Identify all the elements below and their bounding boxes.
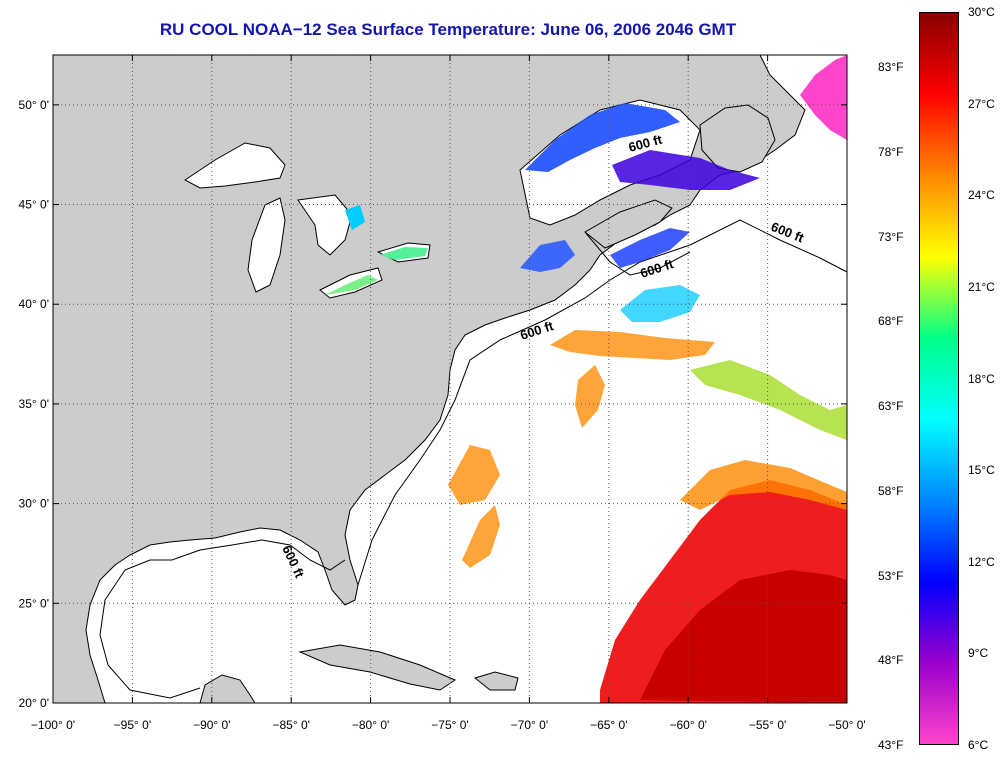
lake-michigan — [247, 197, 286, 293]
colorbar-celsius-label: 6°C — [968, 738, 989, 752]
sst-patch-gulf-maine — [520, 240, 575, 272]
latitude-label: 40° 0' — [19, 297, 49, 311]
longitude-label: −85° 0' — [272, 718, 309, 732]
sst-patch-lake-erie — [325, 275, 378, 295]
contour-600ft-gulf — [99, 539, 346, 699]
longitude-label: −100° 0' — [31, 718, 75, 732]
longitude-label: −65° 0' — [590, 718, 627, 732]
colorbar-celsius-label: 9°C — [968, 646, 989, 661]
colorbar-celsius-label: 27°C — [968, 96, 995, 111]
sst-patch-scotian-shelf — [610, 228, 690, 268]
sst-patch-st-lawrence — [525, 103, 680, 172]
sst-patch-lake-huron — [345, 205, 365, 230]
graticule — [53, 55, 847, 703]
colorbar-fahrenheit-label: 73°F — [878, 229, 904, 244]
longitude-label: −80° 0' — [352, 718, 389, 732]
longitude-label: −55° 0' — [749, 718, 786, 732]
sst-patch-gulf-stream-1 — [550, 330, 715, 360]
sst-patch-gulf-stream-2 — [575, 365, 605, 428]
longitude-label: −75° 0' — [431, 718, 468, 732]
colorbar-fahrenheit-label: 78°F — [878, 144, 904, 159]
colorbar-fahrenheit-label: 63°F — [878, 399, 904, 413]
land-yucatan — [199, 674, 256, 703]
colorbar-fahrenheit-label: 53°F — [878, 568, 904, 583]
colorbar-celsius-label: 18°C — [968, 371, 995, 386]
contour-600ft-atlantic — [357, 219, 847, 586]
latitude-label: 25° 0' — [19, 596, 49, 610]
longitude-label: −90° 0' — [193, 718, 230, 732]
longitude-label: −70° 0' — [511, 718, 548, 732]
latitude-label: 35° 0' — [19, 397, 49, 411]
latitude-label: 30° 0' — [19, 497, 49, 511]
sst-patch-newfoundland — [612, 150, 760, 190]
colorbar-celsius-label: 12°C — [968, 554, 995, 569]
colorbar-celsius-label: 24°C — [968, 188, 995, 203]
sst-patch-sargasso-green — [690, 360, 847, 440]
lake-superior — [184, 142, 286, 189]
longitude-label: −50° 0' — [828, 718, 865, 732]
land-hispaniola — [473, 671, 519, 691]
sst-patch-carolina — [448, 445, 500, 505]
land-cuba — [298, 644, 457, 691]
lake-huron — [297, 194, 353, 256]
sst-patch-warm-pool-core — [640, 570, 847, 703]
colorbar-fahrenheit-label: 58°F — [878, 483, 904, 498]
colorbar-celsius-label: 15°C — [968, 463, 995, 478]
contour-600ft-gulf-maine — [584, 231, 691, 276]
sst-patch-warm-pool-edge — [680, 460, 847, 510]
colorbar-fahrenheit-label: 83°F — [878, 60, 904, 74]
colorbar — [919, 12, 959, 745]
latitude-label: 20° 0' — [19, 696, 49, 710]
colorbar-fahrenheit-label: 43°F — [878, 738, 904, 752]
sst-patch-georges-bank — [620, 285, 700, 322]
longitude-label: −60° 0' — [669, 718, 706, 732]
colorbar-celsius-label: 21°C — [968, 279, 995, 294]
colorbar-celsius-label: 30°C — [968, 5, 995, 19]
latitude-label: 50° 0' — [19, 98, 49, 112]
colorbar-fahrenheit-label: 68°F — [878, 314, 904, 329]
land-nova-scotia — [584, 199, 673, 249]
land-newfoundland — [699, 104, 776, 173]
sst-patch-labrador — [800, 55, 847, 140]
colorbar-fahrenheit-label: 48°F — [878, 653, 904, 668]
sst-patch-lake-ontario — [380, 247, 428, 260]
sst-patch-bahamas — [462, 505, 500, 568]
latitude-label: 45° 0' — [19, 198, 49, 212]
map-title: RU COOL NOAA−12 Sea Surface Temperature:… — [159, 20, 737, 39]
longitude-label: −95° 0' — [114, 718, 151, 732]
